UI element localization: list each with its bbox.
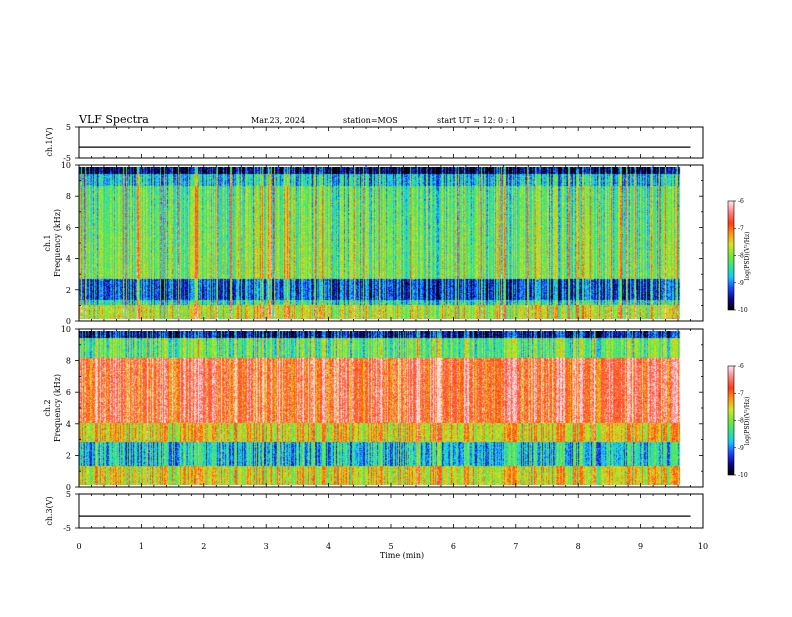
- y-tick-label: -5: [63, 524, 71, 533]
- x-tick-label: 7: [513, 542, 518, 551]
- y-tick-label: 8: [66, 357, 71, 366]
- x-tick-label: 6: [451, 542, 456, 551]
- x-axis-label: Time (min): [380, 551, 424, 560]
- y-tick-label: 10: [61, 325, 71, 334]
- colorbar-tick-label: -8: [738, 418, 744, 425]
- ch1-frequency-label: Frequency (kHz): [53, 209, 62, 277]
- ch1-colorbar-label: log(PSD)(V²/Hz): [744, 232, 751, 281]
- x-tick-label: 1: [139, 542, 144, 551]
- colorbar-tick-label: -10: [738, 472, 748, 479]
- y-tick-label: 8: [66, 192, 71, 201]
- colorbar-tick-label: -9: [738, 445, 744, 452]
- panel-frame-0: [78, 126, 704, 159]
- figure-date: Mar.23, 2024: [251, 116, 305, 125]
- colorbar-tick-label: -8: [738, 253, 744, 260]
- y-tick-label: 2: [66, 451, 71, 460]
- y-tick-label: 6: [66, 388, 71, 397]
- y-tick-label: 4: [66, 255, 71, 264]
- x-tick-label: 3: [264, 542, 269, 551]
- x-tick-label: 4: [326, 542, 331, 551]
- ch1-spectrogram-image: [79, 167, 692, 319]
- y-tick-label: 2: [66, 286, 71, 295]
- ch2-spectrogram-image: [79, 331, 692, 485]
- x-tick-label: 5: [388, 542, 393, 551]
- y-tick-label: 4: [66, 420, 71, 429]
- ch2-colorbar-label: log(PSD)(V²/Hz): [744, 397, 751, 446]
- y-tick-label: 5: [66, 123, 71, 132]
- ch1-spectrogram-ylabel: ch.1: [43, 234, 52, 251]
- x-tick-label: 0: [76, 542, 81, 551]
- colorbar-tick-label: -6: [738, 198, 744, 205]
- colorbar-tick-label: -9: [738, 280, 744, 287]
- ch3-voltage-ylabel: ch.3(V): [45, 496, 54, 525]
- y-tick-label: 0: [66, 317, 71, 326]
- colorbar-tick-label: -7: [738, 390, 744, 397]
- ch2-colorbar: [728, 366, 734, 475]
- panel-frame-3: [78, 493, 704, 529]
- ch1-colorbar: [728, 201, 734, 310]
- colorbar-tick-label: -10: [738, 307, 748, 314]
- ch2-frequency-label: Frequency (kHz): [53, 374, 62, 442]
- figure-station: station=MOS: [343, 116, 398, 125]
- x-tick-label: 10: [698, 542, 708, 551]
- x-tick-label: 2: [201, 542, 206, 551]
- ch2-spectrogram-ylabel: ch.2: [43, 399, 52, 416]
- colorbar-tick-label: -7: [738, 225, 744, 232]
- y-tick-label: -5: [63, 154, 71, 163]
- colorbar-tick-label: -6: [738, 363, 744, 370]
- y-tick-label: 0: [66, 483, 71, 492]
- x-tick-label: 9: [638, 542, 643, 551]
- figure-title: VLF Spectra: [78, 113, 149, 126]
- y-tick-label: 5: [66, 490, 71, 499]
- ch1-voltage-ylabel: ch.1(V): [45, 127, 54, 156]
- y-tick-label: 6: [66, 223, 71, 232]
- y-tick-label: 10: [61, 161, 71, 170]
- x-tick-label: 8: [576, 542, 581, 551]
- figure-start-ut: start UT = 12: 0 : 1: [437, 116, 516, 125]
